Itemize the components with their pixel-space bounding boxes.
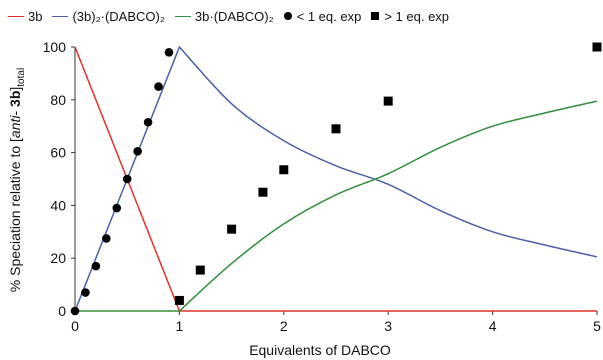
x-tick-label: 2 bbox=[280, 318, 288, 334]
legend-swatch-dimer bbox=[52, 15, 69, 17]
data-point-circle bbox=[70, 306, 80, 316]
legend-label-monomer: 3b·(DABCO)₂ bbox=[194, 8, 274, 24]
data-point-square bbox=[383, 96, 393, 106]
y-tick-label: 100 bbox=[43, 39, 67, 55]
y-axis-label-part-1: % Speciation relative to [ bbox=[7, 138, 23, 292]
y-axis-label: % Speciation relative to [anti- 3b]total bbox=[7, 68, 27, 292]
series-layer bbox=[70, 42, 602, 316]
legend-swatch-monomer bbox=[174, 15, 191, 17]
data-point-circle bbox=[91, 261, 101, 271]
data-point-circle bbox=[122, 174, 132, 184]
data-point-circle bbox=[112, 203, 122, 213]
legend-item-exp-gt1: > 1 eq. exp bbox=[371, 9, 449, 24]
series-line--3b-2-dabco-2 bbox=[74, 45, 598, 312]
legend-label-exp-lt1: < 1 eq. exp bbox=[296, 8, 362, 24]
y-axis-label-dash: - bbox=[7, 107, 23, 116]
legend-item-exp-lt1: < 1 eq. exp bbox=[283, 8, 362, 24]
y-tick-label: 60 bbox=[50, 145, 66, 161]
data-point-square bbox=[592, 42, 602, 52]
legend-item-dimer: (3b)₂·(DABCO)₂ bbox=[52, 8, 165, 24]
legend-item-3b: 3b bbox=[8, 9, 42, 24]
legend: 3b (3b)₂·(DABCO)₂ 3b·(DABCO)₂ < 1 eq. ex… bbox=[8, 2, 598, 30]
x-tick-label: 3 bbox=[384, 318, 392, 334]
data-point-square bbox=[258, 187, 268, 197]
data-point-square bbox=[195, 265, 205, 275]
series-line-3b-dabco-2 bbox=[75, 100, 598, 312]
data-point-circle bbox=[164, 47, 174, 57]
x-axis-label: Equivalents of DABCO bbox=[249, 342, 391, 358]
data-point-square bbox=[227, 224, 237, 234]
legend-swatch-3b bbox=[8, 15, 24, 17]
data-point-circle bbox=[81, 288, 90, 297]
legend-circle-marker bbox=[283, 12, 292, 20]
data-point-circle bbox=[154, 82, 163, 91]
y-axis-label-subscript: total bbox=[16, 68, 27, 87]
y-tick-label: 40 bbox=[50, 197, 66, 213]
axes: 0 1 2 3 4 5 0 20 40 60 80 100 bbox=[43, 39, 601, 334]
y-tick-label: 80 bbox=[50, 92, 66, 108]
legend-label-dimer: (3b)₂·(DABCO)₂ bbox=[72, 8, 165, 24]
y-axis-label-bracket: ] bbox=[7, 87, 23, 91]
series-line-3b bbox=[74, 46, 597, 312]
data-point-square bbox=[174, 295, 184, 305]
y-tick-label: 0 bbox=[58, 303, 66, 319]
y-axis-label-compound: 3b bbox=[7, 91, 23, 107]
data-point-circle bbox=[143, 117, 153, 127]
data-point-square bbox=[331, 124, 341, 134]
data-point-circle bbox=[133, 146, 142, 156]
y-tick-label: 20 bbox=[50, 250, 66, 266]
data-point-square bbox=[279, 165, 289, 175]
data-point-circle bbox=[102, 234, 111, 243]
x-tick-label: 1 bbox=[176, 318, 184, 334]
x-tick-label: 4 bbox=[489, 318, 497, 334]
legend-label-3b: 3b bbox=[28, 8, 43, 24]
x-tick-label: 5 bbox=[593, 318, 601, 334]
y-axis-label-anti: anti bbox=[7, 115, 23, 138]
legend-square-marker bbox=[371, 12, 380, 20]
legend-item-monomer: 3b·(DABCO)₂ bbox=[174, 8, 274, 24]
legend-label-exp-gt1: > 1 eq. exp bbox=[384, 8, 450, 24]
x-tick-label: 0 bbox=[71, 318, 79, 334]
